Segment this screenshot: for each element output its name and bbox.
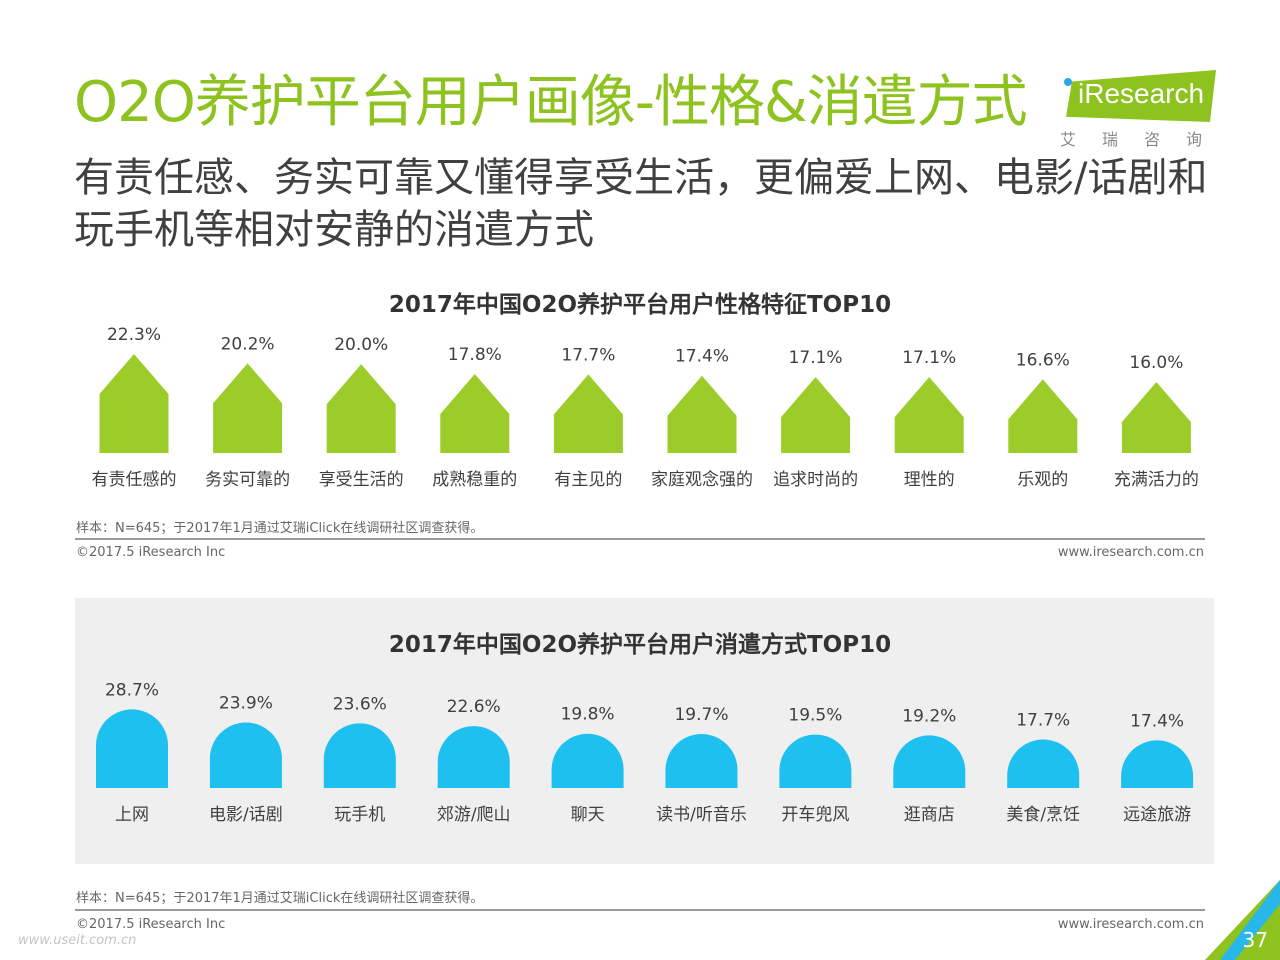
category-label-4: 郊游/爬山 <box>437 805 511 825</box>
data-label-1: 28.7% <box>105 680 159 700</box>
bar-10 <box>1121 381 1191 453</box>
chart-1-copyright: ©2017.5 iResearch Inc <box>76 545 226 560</box>
logo-dot-icon <box>1064 78 1072 86</box>
category-label-6: 家庭观念强的 <box>651 469 753 490</box>
page-number: 37 <box>1242 928 1268 952</box>
data-label-3: 20.0% <box>334 335 388 355</box>
category-label-3: 享受生活的 <box>319 470 404 490</box>
leisure-bar-chart: 28.7% 上网 23.9% 电影/话剧 23.6% 玩手机 22.6% 郊游/爬山 19.8%… <box>96 680 1194 825</box>
category-label-1: 有责任感的 <box>92 470 177 490</box>
bar-1 <box>99 353 169 453</box>
chart-2-url[interactable]: www.iresearch.com.cn <box>1057 917 1204 932</box>
data-label-1: 22.3% <box>107 325 161 345</box>
data-label-5: 19.8% <box>561 705 615 725</box>
category-label-3: 玩手机 <box>334 805 385 825</box>
chart-2-copyright: ©2017.5 iResearch Inc <box>76 917 226 932</box>
bar-2 <box>213 363 283 453</box>
chart-2-sample-note: 样本：N=645；于2017年1月通过艾瑞iClick在线调研社区调查获得。 <box>76 891 484 906</box>
chart-1-url[interactable]: www.iresearch.com.cn <box>1057 545 1204 560</box>
watermark: www.useit.com.cn <box>18 933 137 948</box>
bar-9 <box>1007 739 1080 788</box>
bar-1 <box>96 709 168 788</box>
logo-brand: iResearch <box>1078 78 1205 109</box>
bar-5 <box>551 733 624 788</box>
bar-3 <box>323 723 396 788</box>
data-label-7: 17.1% <box>789 348 843 368</box>
bar-6 <box>667 375 737 453</box>
chart-1-title: 2017年中国O2O养护平台用户性格特征TOP10 <box>388 292 892 318</box>
category-label-4: 成熟稳重的 <box>432 469 517 490</box>
chart-1-sample-note: 样本：N=645；于2017年1月通过艾瑞iClick在线调研社区调查获得。 <box>76 521 484 536</box>
category-label-5: 聊天 <box>571 805 605 825</box>
category-label-8: 理性的 <box>904 470 955 490</box>
data-label-4: 22.6% <box>447 697 501 717</box>
data-label-5: 17.7% <box>561 345 615 365</box>
data-label-10: 17.4% <box>1130 711 1184 731</box>
bar-2 <box>209 722 282 788</box>
bar-7 <box>781 377 851 453</box>
data-label-9: 16.6% <box>1016 350 1070 370</box>
chart-2-title: 2017年中国O2O养护平台用户消遣方式TOP10 <box>388 632 892 658</box>
bar-4 <box>437 726 510 788</box>
bar-8 <box>893 735 966 788</box>
logo-cn: 艾瑞咨询 <box>1060 130 1229 149</box>
bar-4 <box>440 373 510 453</box>
bar-10 <box>1121 740 1194 788</box>
data-label-9: 17.7% <box>1016 711 1070 731</box>
bar-8 <box>894 377 964 453</box>
bar-5 <box>553 374 623 453</box>
category-label-2: 电影/话剧 <box>209 805 283 825</box>
category-label-10: 充满活力的 <box>1114 470 1199 490</box>
page-title: O2O养护平台用户画像-性格&消遣方式 <box>74 70 1028 135</box>
category-label-7: 追求时尚的 <box>773 470 858 490</box>
chart-1-divider <box>75 538 1205 540</box>
category-label-6: 读书/听音乐 <box>656 805 747 825</box>
data-label-6: 17.4% <box>675 347 729 367</box>
data-label-10: 16.0% <box>1129 353 1183 373</box>
data-label-6: 19.7% <box>674 705 728 725</box>
data-label-3: 23.6% <box>333 694 387 714</box>
category-label-9: 乐观的 <box>1017 470 1068 490</box>
category-label-5: 有主见的 <box>554 470 622 490</box>
chart-2-divider <box>75 909 1205 911</box>
data-label-4: 17.8% <box>448 345 502 365</box>
category-label-10: 远途旅游 <box>1123 805 1191 825</box>
data-label-8: 19.2% <box>902 706 956 726</box>
bar-6 <box>665 734 738 788</box>
category-label-2: 务实可靠的 <box>205 470 290 490</box>
category-label-1: 上网 <box>115 805 149 825</box>
page-corner: 37 <box>1205 880 1280 960</box>
data-label-8: 17.1% <box>902 348 956 368</box>
data-label-2: 23.9% <box>219 694 273 714</box>
category-label-7: 开车兜风 <box>781 805 849 825</box>
data-label-7: 19.5% <box>788 706 842 726</box>
category-label-9: 美食/烹饪 <box>1006 804 1080 825</box>
bar-9 <box>1008 379 1078 453</box>
page-subtitle: 有责任感、务实可靠又懂得享受生活，更偏爱上网、电影/话剧和玩手机等相对安静的消遣… <box>74 155 1208 253</box>
bar-7 <box>779 734 852 788</box>
personality-bar-chart: 22.3% 有责任感的 20.2% 务实可靠的 20.0% 享受生活的 17.8% 成熟稳重的… <box>92 325 1199 490</box>
bar-3 <box>326 364 396 453</box>
data-label-2: 20.2% <box>221 334 275 354</box>
iresearch-logo: iResearch 艾瑞咨询 <box>1060 70 1226 150</box>
category-label-8: 逛商店 <box>904 805 955 825</box>
